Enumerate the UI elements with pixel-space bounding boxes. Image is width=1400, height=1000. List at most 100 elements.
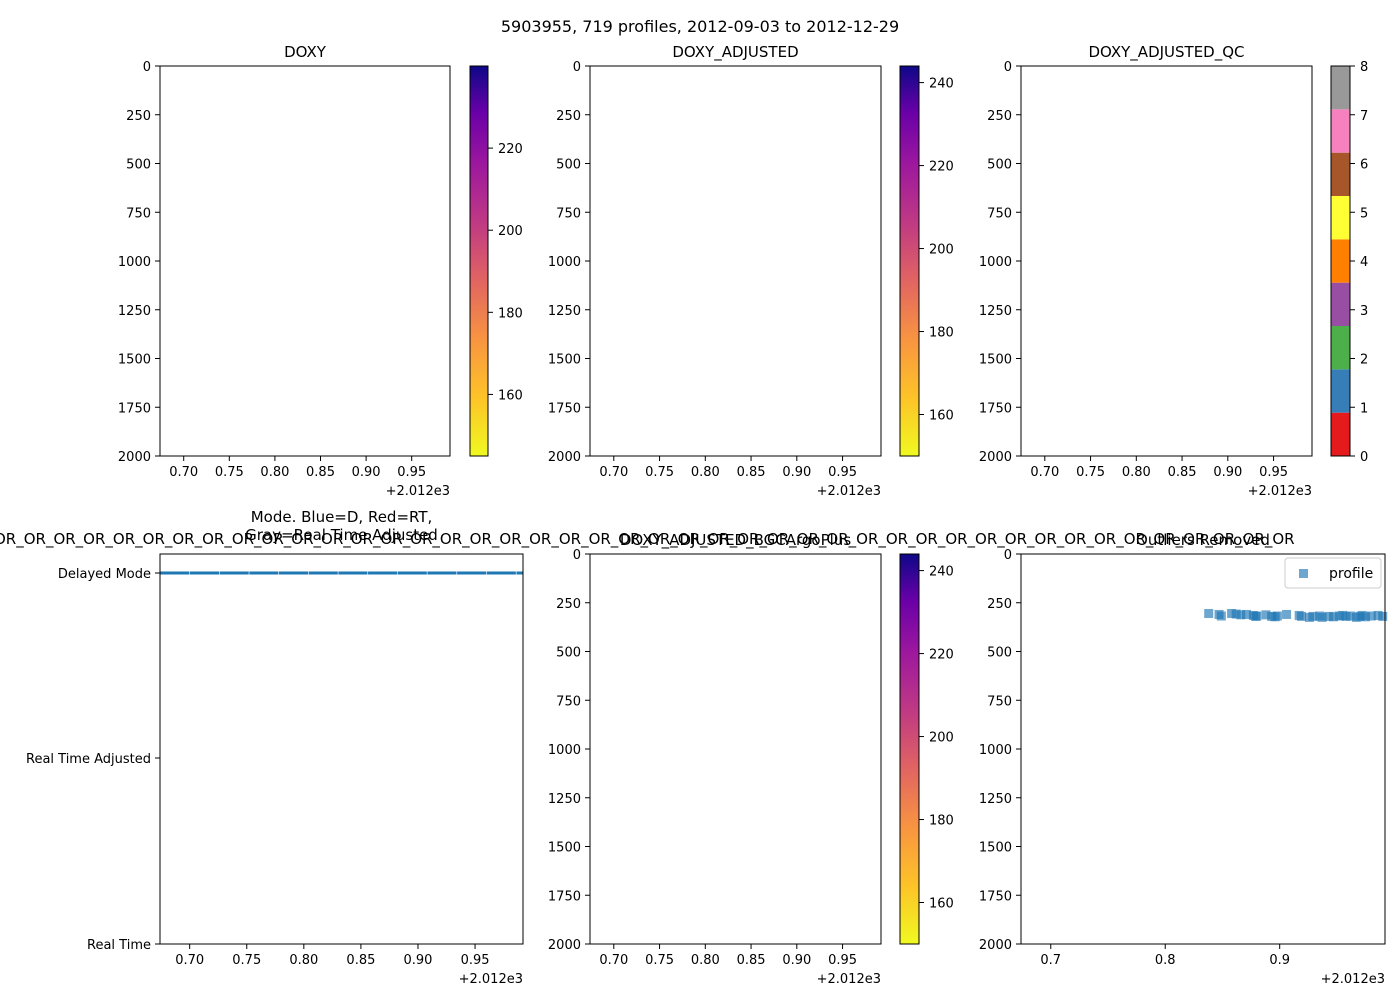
profile-point xyxy=(1366,611,1376,621)
profile-point xyxy=(1317,612,1327,622)
profile-point xyxy=(1204,608,1214,618)
doxy-bgcargoplus-title: DOXY_ADJUSTED_BGCArgoPlus xyxy=(620,531,851,550)
y-tick-label: 1750 xyxy=(548,889,581,904)
y-tick-label: 1250 xyxy=(548,304,581,319)
profile-point xyxy=(1361,612,1371,622)
profile-point xyxy=(1261,610,1271,620)
y-tick-label: 250 xyxy=(556,597,581,612)
profile-point xyxy=(1296,611,1306,621)
colorbar-frame xyxy=(469,65,489,457)
colorbar-tick-label: 0 xyxy=(1360,450,1368,465)
y-tick-label: 2000 xyxy=(548,450,581,465)
x-tick-label: 0.85 xyxy=(1168,465,1197,480)
y-tick-label: 2000 xyxy=(979,450,1012,465)
x-tick-label: 0.75 xyxy=(645,465,674,480)
colorbar-tick-label: 160 xyxy=(929,409,954,424)
y-tick-label: 500 xyxy=(556,158,581,173)
colorbar-tick-label: 200 xyxy=(929,243,954,258)
x-tick-label: 0.80 xyxy=(260,465,289,480)
doxy-adjusted-title: DOXY_ADJUSTED xyxy=(672,43,798,62)
colorbar-tick-label: 160 xyxy=(498,388,523,403)
profile-point xyxy=(1231,609,1241,619)
colorbar-tick-label: 220 xyxy=(929,160,954,175)
x-tick-label: 0.90 xyxy=(782,465,811,480)
colorbar-tick-label: 160 xyxy=(929,897,954,912)
y-tick-label: 0 xyxy=(573,548,581,563)
x-offset-label: +2.012e3 xyxy=(1321,972,1385,987)
profile-point xyxy=(1328,612,1338,622)
doxy-adjusted-qc-title: DOXY_ADJUSTED_QC xyxy=(1088,43,1244,62)
x-tick-label: 0.95 xyxy=(1259,465,1288,480)
colorbar-tick-label: 3 xyxy=(1360,304,1368,319)
outliers-title: Outliers Removed xyxy=(1136,531,1270,549)
y-tick-label: 1000 xyxy=(548,255,581,270)
y-tick-label: 1000 xyxy=(548,743,581,758)
doxy-title: DOXY xyxy=(284,43,327,61)
y-tick-label: 1500 xyxy=(548,841,581,856)
y-tick-label: 250 xyxy=(126,109,151,124)
colorbar-segment xyxy=(1331,109,1350,153)
x-tick-label: 0.7 xyxy=(1040,953,1061,968)
y-tick-label: 1000 xyxy=(118,255,151,270)
y-tick-label: 1500 xyxy=(548,353,581,368)
x-tick-label: 0.75 xyxy=(232,953,261,968)
mode-title-2: Gray=Real Time Adjusted xyxy=(245,526,438,544)
colorbar-tick-label: 220 xyxy=(498,142,523,157)
x-tick-label: 0.95 xyxy=(397,465,426,480)
profile-point xyxy=(1241,609,1251,619)
mode-axes-frame xyxy=(159,553,524,945)
x-tick-label: 0.95 xyxy=(461,953,490,968)
y-tick-label: 2000 xyxy=(118,450,151,465)
colorbar-tick-label: 7 xyxy=(1360,109,1368,124)
y-tick-label: 1250 xyxy=(548,792,581,807)
colorbar-gradient xyxy=(470,66,488,456)
y-tick-label: 1750 xyxy=(979,401,1012,416)
profile-point xyxy=(1378,611,1388,621)
x-tick-label: 0.90 xyxy=(782,953,811,968)
y-tick-label: 750 xyxy=(556,694,581,709)
colorbar-segment xyxy=(1331,369,1350,413)
mode-title: Mode. Blue=D, Red=RT, xyxy=(251,508,433,526)
x-tick-label: 0.70 xyxy=(599,465,628,480)
doxy-bgcargoplus-axes-frame xyxy=(589,553,882,945)
y-tick-label: Real Time xyxy=(87,938,151,953)
x-offset-label: +2.012e3 xyxy=(386,484,450,499)
colorbar-tick-label: 240 xyxy=(929,77,954,92)
colorbar-segment xyxy=(1331,66,1350,110)
y-tick-label: Real Time Adjusted xyxy=(26,752,151,767)
x-offset-label: +2.012e3 xyxy=(817,484,881,499)
y-tick-label: 1000 xyxy=(979,743,1012,758)
x-tick-label: 0.75 xyxy=(1076,465,1105,480)
colorbar-segment xyxy=(1331,239,1350,283)
y-tick-label: 1500 xyxy=(979,841,1012,856)
y-tick-label: 750 xyxy=(987,694,1012,709)
y-tick-label: 2000 xyxy=(548,938,581,953)
x-tick-label: 0.95 xyxy=(828,953,857,968)
colorbar-frame xyxy=(899,553,920,945)
y-tick-label: 500 xyxy=(987,158,1012,173)
profile-point xyxy=(1282,609,1292,619)
x-tick-label: 0.80 xyxy=(691,465,720,480)
profile-point xyxy=(1216,611,1226,621)
colorbar-segment xyxy=(1331,326,1350,370)
y-tick-label: 1000 xyxy=(979,255,1012,270)
y-tick-label: 0 xyxy=(573,60,581,75)
figure-suptitle: 5903955, 719 profiles, 2012-09-03 to 201… xyxy=(501,17,899,36)
colorbar-tick-label: 2 xyxy=(1360,353,1368,368)
profile-point xyxy=(1373,610,1383,620)
doxy-adjusted-axes-frame xyxy=(589,65,882,457)
y-tick-label: 750 xyxy=(556,206,581,221)
x-tick-label: 0.70 xyxy=(169,465,198,480)
colorbar-gradient xyxy=(900,66,919,456)
profile-point xyxy=(1227,608,1237,618)
colorbar-tick-label: 1 xyxy=(1360,401,1368,416)
y-tick-label: 750 xyxy=(126,206,151,221)
x-tick-label: 0.75 xyxy=(645,953,674,968)
colorbar-segment xyxy=(1331,412,1350,456)
x-tick-label: 0.90 xyxy=(1213,465,1242,480)
profile-point xyxy=(1252,611,1262,621)
profile-point xyxy=(1346,611,1356,621)
profile-point xyxy=(1308,611,1318,621)
legend-label: profile xyxy=(1329,566,1373,582)
